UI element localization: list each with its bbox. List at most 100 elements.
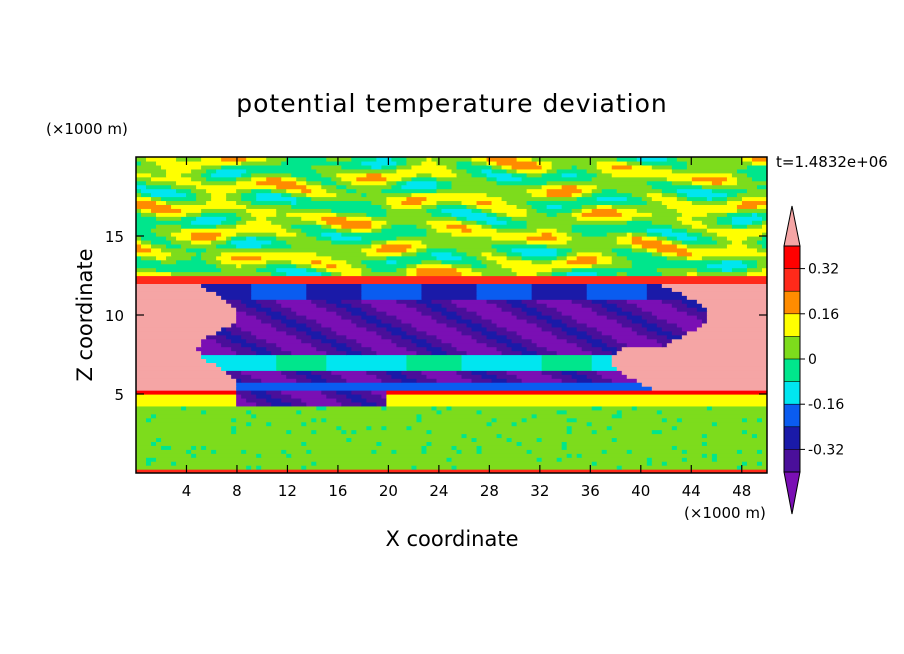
contour-cell	[666, 236, 678, 241]
contour-cell	[586, 168, 603, 174]
contour-cell	[686, 232, 703, 237]
contour-cell	[546, 192, 573, 198]
contour-cell	[321, 224, 332, 229]
contour-cell	[746, 429, 767, 435]
colorbar-label: 0	[808, 352, 817, 368]
contour-cell	[656, 338, 673, 344]
contour-cell	[506, 378, 523, 383]
contour-cell	[476, 220, 488, 225]
contour-cell	[596, 311, 618, 316]
contour-cell	[671, 303, 688, 308]
contour-cell	[536, 342, 578, 348]
contour-cell	[486, 160, 498, 166]
contour-cell	[241, 263, 267, 269]
contour-cell	[556, 212, 573, 217]
contour-cell	[661, 429, 743, 435]
contour-cell	[251, 287, 307, 292]
contour-cell	[591, 299, 608, 304]
contour-cell	[486, 370, 508, 375]
contour-cell	[686, 247, 758, 253]
contour-cell	[316, 318, 352, 324]
contour-cell	[486, 421, 493, 427]
contour-cell	[666, 342, 767, 348]
contour-cell	[676, 322, 703, 328]
contour-cell	[466, 204, 478, 209]
contour-cell	[336, 180, 352, 186]
contour-cell	[136, 354, 202, 360]
contour-cell	[581, 208, 593, 213]
contour-cell	[136, 208, 142, 213]
contour-cell	[456, 449, 463, 454]
contour-cell	[236, 318, 262, 324]
contour-cell	[206, 176, 237, 182]
contour-cell	[331, 236, 362, 241]
contour-cell	[276, 208, 332, 213]
contour-cell	[166, 243, 182, 249]
contour-cell	[136, 374, 232, 379]
contour-cell	[136, 224, 157, 229]
contour-cell	[756, 239, 767, 245]
contour-cell	[251, 330, 287, 336]
contour-cell	[716, 239, 733, 245]
contour-cell	[566, 425, 573, 431]
contour-cell	[726, 192, 738, 198]
contour-cell	[311, 370, 332, 375]
contour-cell	[306, 287, 362, 292]
contour-cell	[231, 346, 252, 352]
contour-cell	[491, 318, 528, 324]
contour-cell	[741, 200, 767, 205]
colorbar: 0.320.160-0.16-0.32	[783, 205, 844, 515]
contour-cell	[136, 291, 217, 296]
contour-cell	[296, 263, 312, 269]
contour-cell	[631, 449, 683, 454]
contour-cell	[416, 224, 433, 229]
contour-cell	[286, 374, 307, 379]
contour-cell	[391, 449, 398, 454]
contour-cell	[271, 421, 302, 427]
x-tick-label: 28	[480, 482, 499, 500]
contour-cell	[541, 437, 613, 442]
contour-cell	[226, 196, 242, 202]
contour-cell	[431, 224, 448, 229]
contour-cell	[476, 311, 513, 316]
contour-cell	[746, 417, 758, 423]
contour-cell	[646, 228, 673, 233]
contour-cell	[511, 346, 528, 352]
contour-cell	[701, 433, 708, 439]
contour-cell	[426, 346, 443, 352]
contour-cell	[376, 350, 418, 356]
contour-cell	[646, 461, 653, 466]
contour-cell	[576, 378, 593, 383]
contour-cell	[176, 188, 192, 194]
contour-cell	[446, 322, 468, 328]
contour-cell	[286, 449, 307, 454]
contour-cell	[416, 413, 423, 419]
contour-cell	[436, 409, 443, 415]
contour-cell	[136, 307, 237, 312]
contour-cell	[596, 164, 613, 170]
contour-cell	[496, 417, 523, 423]
contour-cell	[421, 259, 443, 265]
contour-cell	[656, 409, 663, 415]
contour-cell	[231, 255, 262, 261]
contour-cell	[401, 370, 423, 375]
contour-cell	[266, 216, 302, 221]
contour-cell	[151, 247, 162, 253]
contour-cell	[706, 315, 767, 320]
contour-cell	[666, 461, 743, 466]
contour-cell	[476, 287, 533, 292]
contour-cell	[596, 271, 618, 277]
contour-cell	[246, 397, 267, 403]
contour-cell	[176, 180, 202, 186]
contour-cell	[496, 346, 513, 352]
contour-cell	[536, 315, 553, 320]
contour-cell	[461, 315, 483, 320]
contour-cell	[236, 378, 242, 383]
contour-cell	[206, 188, 237, 194]
contour-cell	[156, 216, 182, 221]
contour-cell	[446, 164, 458, 170]
contour-cell	[611, 437, 618, 442]
contour-cell	[326, 220, 372, 225]
contour-cell	[276, 358, 327, 363]
contour-cell	[476, 445, 483, 450]
